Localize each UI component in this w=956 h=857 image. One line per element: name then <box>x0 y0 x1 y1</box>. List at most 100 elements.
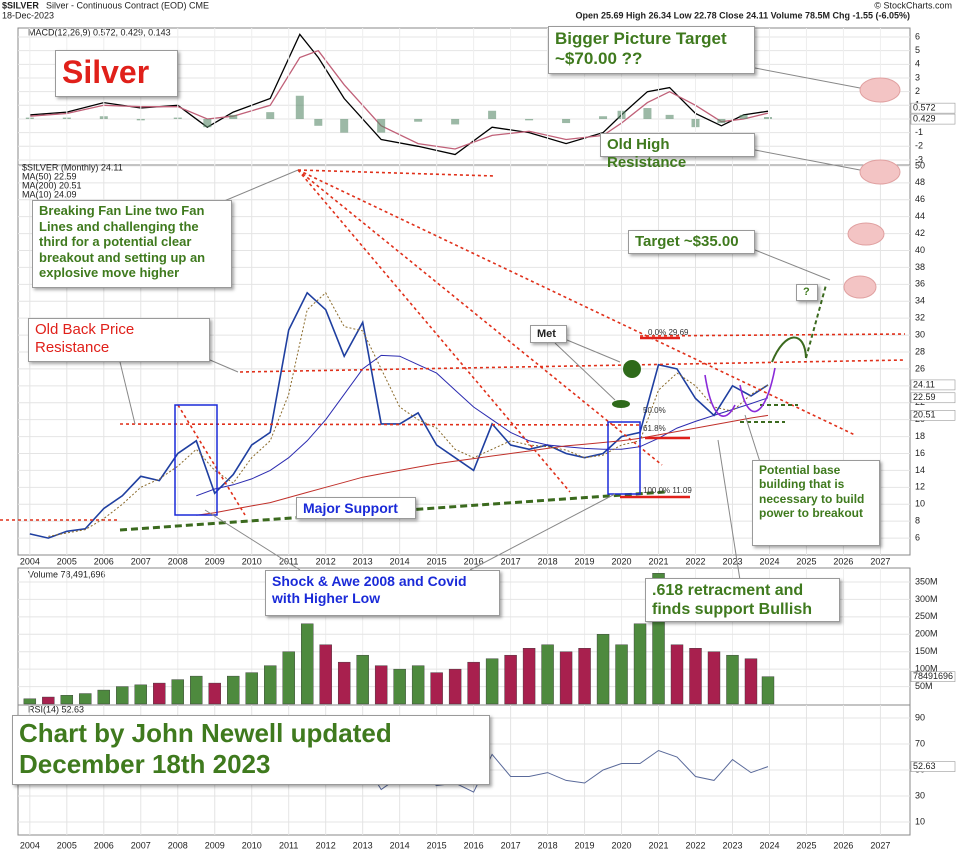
x-tick-label: 2011 <box>279 840 298 850</box>
annotation: Potential base building that is necessar… <box>752 460 880 546</box>
legend-entry: $SILVER (Monthly) 24.11 <box>22 162 123 172</box>
x-tick-label: 2019 <box>575 556 595 566</box>
histogram-bar <box>665 114 674 119</box>
x-tick-label: 2020 <box>612 556 632 566</box>
y-tick-label: 100M <box>915 664 938 674</box>
annotation: ? <box>796 284 818 301</box>
histogram-bar <box>763 117 772 119</box>
x-tick-label: 2023 <box>722 840 742 850</box>
last-value-label: 0.572 <box>913 103 936 113</box>
volume-bar <box>707 651 721 705</box>
callout-line <box>119 361 136 425</box>
y-tick-label: 46 <box>915 194 925 204</box>
volume-bar <box>596 634 610 705</box>
target-marker <box>843 275 877 299</box>
volume-bar <box>227 675 240 705</box>
histogram-bar <box>739 114 748 119</box>
base-curve <box>739 367 776 413</box>
x-tick-label: 2007 <box>131 556 151 566</box>
histogram-bar <box>266 112 275 119</box>
histogram-bar <box>414 118 423 122</box>
histogram-bar <box>295 95 304 119</box>
x-tick-label: 2009 <box>205 556 225 566</box>
x-tick-label: 2016 <box>464 840 484 850</box>
fan-line <box>297 169 663 466</box>
x-tick-label: 2009 <box>205 840 225 850</box>
volume-bar <box>670 644 684 705</box>
annotation: Breaking Fan Line two Fan Lines and chal… <box>32 200 232 288</box>
volume-bar <box>171 679 184 705</box>
macd-frame <box>17 27 911 166</box>
x-tick-label: 2018 <box>538 840 558 850</box>
y-tick-label: 30 <box>915 329 925 339</box>
x-tick-label: 2027 <box>870 840 890 850</box>
volume-bar <box>208 682 221 705</box>
volume-bar <box>264 665 277 705</box>
x-tick-label: 2008 <box>168 840 188 850</box>
annotation: Silver <box>55 50 178 97</box>
marker <box>623 360 641 378</box>
y-tick-label: 30 <box>915 790 925 800</box>
x-tick-label: 2013 <box>353 840 373 850</box>
volume-bar <box>319 644 332 705</box>
x-tick-label: 2006 <box>94 840 114 850</box>
credit: © StockCharts.com <box>874 0 952 10</box>
last-value-box <box>910 410 956 421</box>
y-tick-label: 50 <box>915 160 925 170</box>
volume-bar <box>190 675 203 705</box>
y-tick-label: 200M <box>915 629 938 639</box>
last-value-label: 24.11 <box>913 379 935 389</box>
x-tick-label: 2022 <box>685 840 705 850</box>
callout-line <box>754 67 861 89</box>
y-tick-label: 70 <box>915 738 925 748</box>
rsi-title: RSI(14) 52.63 <box>28 704 84 714</box>
target-marker <box>847 222 885 246</box>
volume-bar <box>448 668 462 705</box>
y-tick-label: 150M <box>915 646 938 656</box>
x-tick-label: 2022 <box>685 556 705 566</box>
histogram-bar <box>377 118 386 133</box>
x-tick-label: 2020 <box>612 840 632 850</box>
x-tick-label: 2027 <box>870 556 890 566</box>
y-tick-label: 350M <box>915 576 938 586</box>
series-line <box>29 291 769 539</box>
histogram-bar <box>340 118 349 133</box>
y-tick-label: -1 <box>915 127 923 137</box>
volume-bar <box>153 682 166 705</box>
base-curve <box>704 374 736 417</box>
x-tick-label: 2015 <box>427 556 447 566</box>
x-tick-label: 2024 <box>759 840 779 850</box>
x-tick-label: 2013 <box>353 556 373 566</box>
y-tick-label: 3 <box>915 72 920 82</box>
y-tick-label: -3 <box>915 154 923 164</box>
histogram-bar <box>203 118 212 128</box>
annotation: Shock & Awe 2008 and Covid with Higher L… <box>265 570 500 616</box>
x-tick-label: 2019 <box>575 840 595 850</box>
fib-label: 50.0% <box>643 406 666 415</box>
frames <box>17 27 911 836</box>
y-tick-label: 32 <box>915 313 925 323</box>
x-tick-label: 2017 <box>501 556 521 566</box>
volume-bar <box>615 644 628 705</box>
legend-entry: MA(10) 24.09 <box>22 189 77 199</box>
fib-label: 0.0% 29.69 <box>648 328 689 337</box>
x-tick-label: 2010 <box>242 840 262 850</box>
x-tick-label: 2008 <box>168 556 188 566</box>
overlay <box>0 67 906 581</box>
annotation: Chart by John Newell updated December 18… <box>12 715 490 785</box>
volume-bar <box>374 665 388 705</box>
volume-bar <box>23 698 37 705</box>
y-tick-label: 6 <box>915 532 920 542</box>
x-tick-label: 2012 <box>316 556 336 566</box>
y-tick-label: 12 <box>915 482 925 492</box>
x-tick-label: 2010 <box>242 556 262 566</box>
last-value-box <box>910 102 956 114</box>
y-tick-label: 26 <box>915 363 925 373</box>
annotation: Old High Resistance <box>600 133 755 171</box>
y-tick-label: 38 <box>915 262 925 272</box>
last-value-box <box>910 379 956 391</box>
y-tick-label: 28 <box>915 346 925 356</box>
volume-bar <box>97 689 110 705</box>
